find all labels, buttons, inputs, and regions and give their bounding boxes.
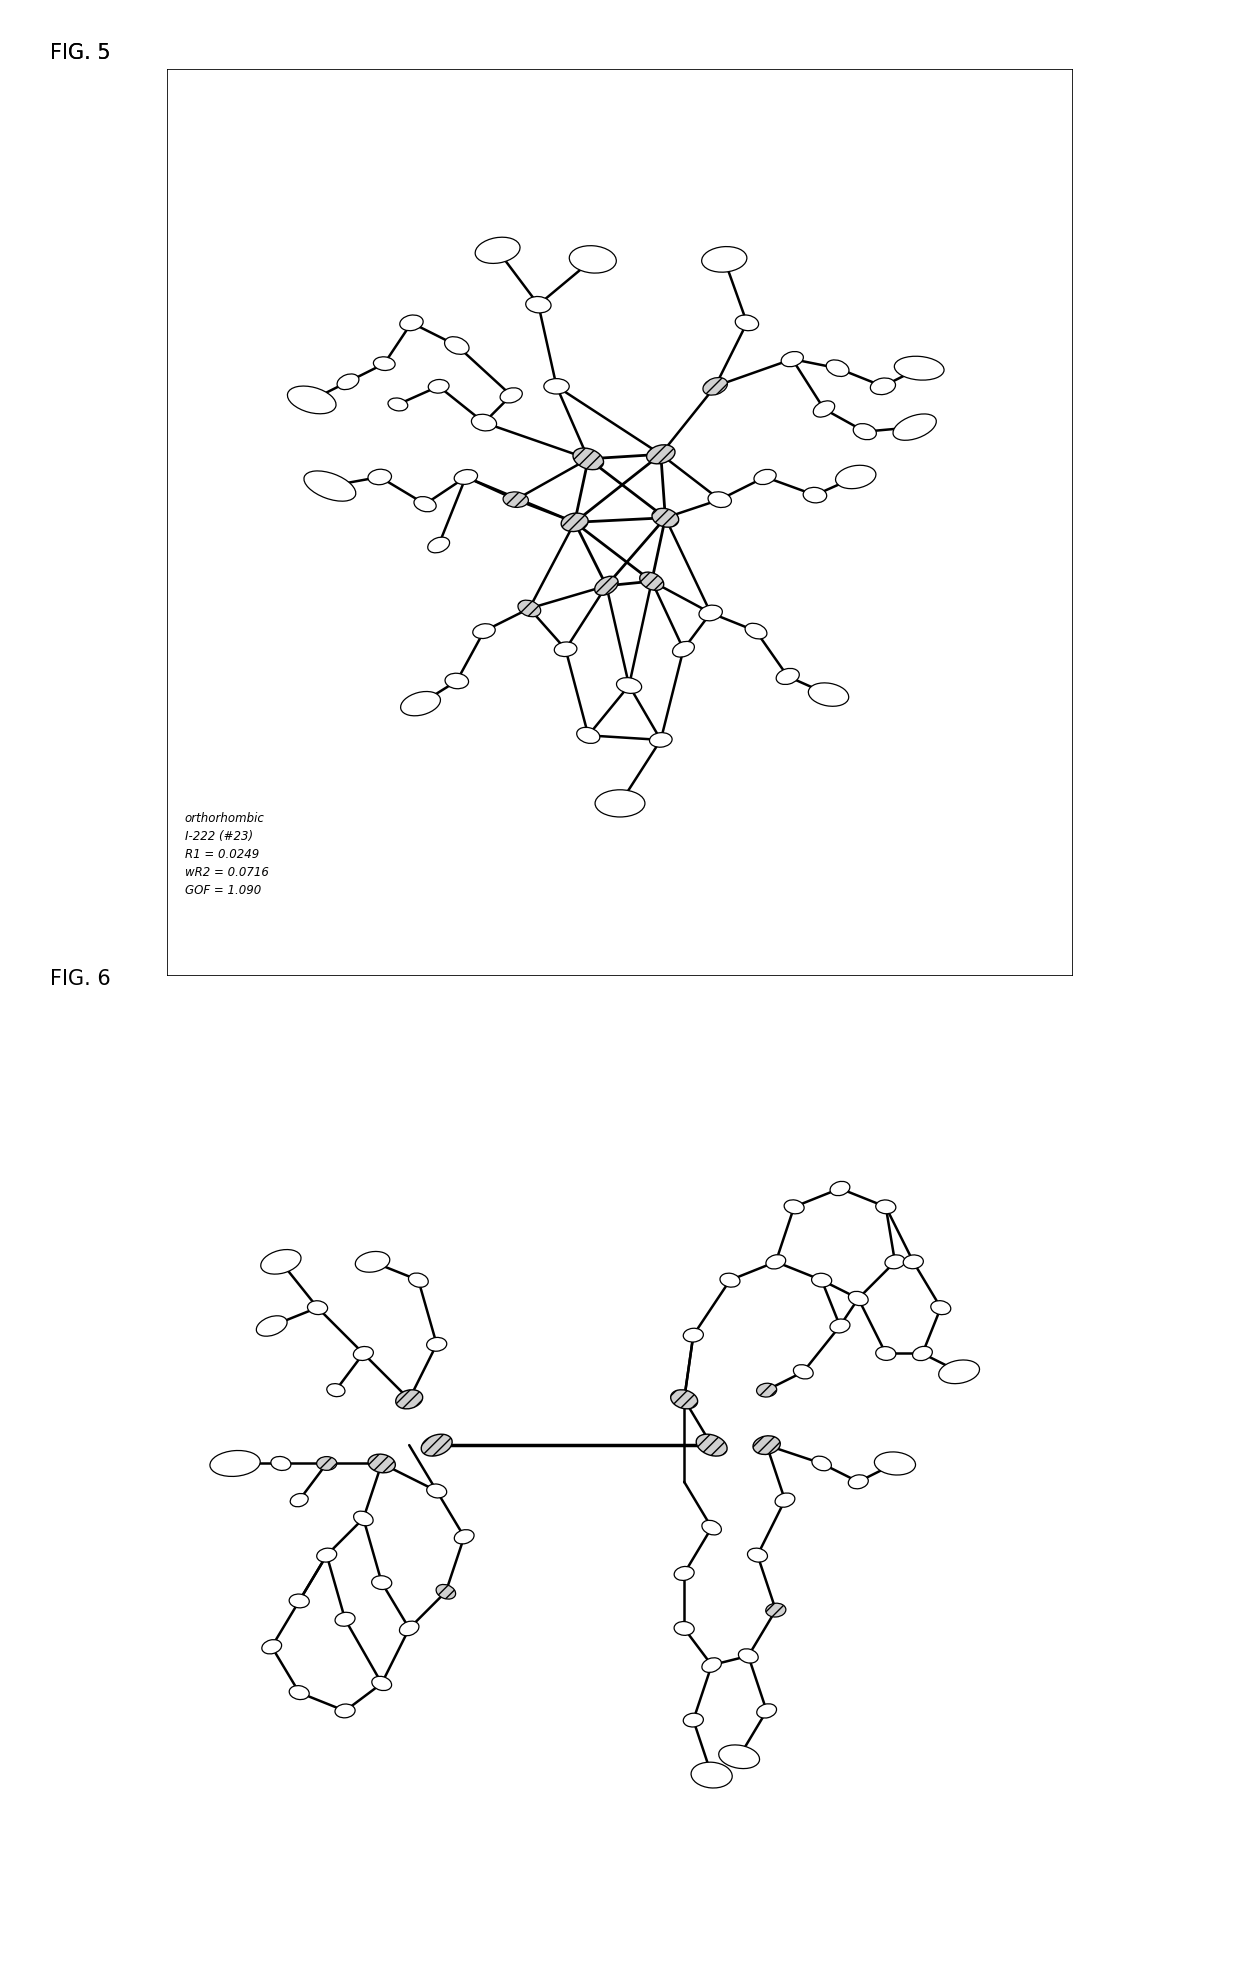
- Ellipse shape: [422, 1435, 453, 1457]
- Ellipse shape: [875, 1346, 895, 1360]
- Ellipse shape: [595, 576, 618, 595]
- Ellipse shape: [595, 790, 645, 816]
- Ellipse shape: [335, 1705, 355, 1719]
- Ellipse shape: [766, 1602, 786, 1616]
- Ellipse shape: [720, 1273, 740, 1287]
- Ellipse shape: [316, 1547, 337, 1563]
- Ellipse shape: [573, 447, 604, 469]
- Ellipse shape: [640, 572, 663, 591]
- Ellipse shape: [569, 246, 616, 274]
- Ellipse shape: [683, 1713, 703, 1727]
- Ellipse shape: [316, 1457, 337, 1470]
- Ellipse shape: [308, 1301, 327, 1315]
- Ellipse shape: [913, 1346, 932, 1360]
- Ellipse shape: [776, 668, 800, 684]
- Text: FIG. 5: FIG. 5: [50, 43, 110, 63]
- Ellipse shape: [428, 538, 450, 552]
- Ellipse shape: [368, 1455, 396, 1472]
- Ellipse shape: [784, 1200, 804, 1214]
- Ellipse shape: [454, 1529, 474, 1543]
- Ellipse shape: [931, 1301, 951, 1315]
- Ellipse shape: [257, 1317, 288, 1336]
- Ellipse shape: [652, 509, 678, 526]
- Ellipse shape: [445, 674, 469, 688]
- Ellipse shape: [401, 692, 440, 715]
- Ellipse shape: [702, 246, 746, 272]
- Ellipse shape: [775, 1492, 795, 1508]
- Ellipse shape: [396, 1390, 423, 1409]
- Ellipse shape: [399, 1620, 419, 1636]
- Ellipse shape: [562, 512, 588, 532]
- Ellipse shape: [699, 605, 723, 621]
- Ellipse shape: [748, 1547, 768, 1563]
- Ellipse shape: [812, 1457, 831, 1470]
- Ellipse shape: [399, 315, 423, 331]
- Ellipse shape: [414, 497, 436, 512]
- Ellipse shape: [885, 1256, 905, 1269]
- Ellipse shape: [388, 398, 408, 410]
- Ellipse shape: [304, 471, 356, 501]
- Ellipse shape: [753, 1435, 780, 1455]
- Ellipse shape: [702, 1658, 722, 1673]
- Ellipse shape: [289, 1685, 309, 1699]
- Ellipse shape: [756, 1703, 776, 1719]
- Ellipse shape: [683, 1328, 703, 1342]
- Ellipse shape: [335, 1612, 355, 1626]
- Ellipse shape: [616, 678, 641, 694]
- Ellipse shape: [696, 1435, 727, 1457]
- Ellipse shape: [260, 1250, 301, 1273]
- Ellipse shape: [270, 1457, 291, 1470]
- Ellipse shape: [408, 1273, 428, 1287]
- Ellipse shape: [675, 1567, 694, 1581]
- Ellipse shape: [475, 237, 520, 264]
- Ellipse shape: [327, 1384, 345, 1397]
- Ellipse shape: [836, 465, 875, 489]
- Ellipse shape: [672, 641, 694, 656]
- Ellipse shape: [353, 1346, 373, 1360]
- Ellipse shape: [427, 1338, 446, 1352]
- Ellipse shape: [262, 1640, 281, 1654]
- Ellipse shape: [808, 682, 848, 706]
- Ellipse shape: [813, 400, 835, 418]
- Ellipse shape: [554, 643, 577, 656]
- Ellipse shape: [372, 1675, 392, 1691]
- Ellipse shape: [544, 378, 569, 394]
- Ellipse shape: [830, 1319, 849, 1332]
- Ellipse shape: [356, 1252, 389, 1271]
- Ellipse shape: [874, 1453, 915, 1474]
- Ellipse shape: [445, 337, 469, 355]
- Ellipse shape: [691, 1762, 733, 1788]
- Ellipse shape: [577, 727, 600, 743]
- Ellipse shape: [875, 1200, 895, 1214]
- Text: FIG. 5: FIG. 5: [50, 43, 110, 63]
- Text: orthorhombic
I-222 (#23)
R1 = 0.0249
wR2 = 0.0716
GOF = 1.090: orthorhombic I-222 (#23) R1 = 0.0249 wR2…: [185, 812, 269, 897]
- Ellipse shape: [870, 378, 895, 394]
- Ellipse shape: [848, 1474, 868, 1488]
- Ellipse shape: [811, 1273, 832, 1287]
- Ellipse shape: [735, 315, 759, 331]
- Ellipse shape: [738, 1650, 758, 1664]
- Ellipse shape: [650, 733, 672, 747]
- Ellipse shape: [454, 469, 477, 485]
- Ellipse shape: [373, 357, 396, 371]
- Ellipse shape: [289, 1595, 309, 1608]
- Ellipse shape: [428, 380, 449, 392]
- Ellipse shape: [894, 357, 944, 380]
- Ellipse shape: [745, 623, 766, 639]
- Ellipse shape: [427, 1484, 446, 1498]
- Text: FIG. 6: FIG. 6: [50, 970, 110, 989]
- Ellipse shape: [903, 1256, 924, 1269]
- Ellipse shape: [210, 1451, 260, 1476]
- Ellipse shape: [830, 1181, 849, 1196]
- Ellipse shape: [781, 351, 804, 367]
- Ellipse shape: [471, 414, 496, 432]
- Ellipse shape: [372, 1575, 392, 1589]
- Ellipse shape: [703, 378, 728, 394]
- Ellipse shape: [754, 469, 776, 485]
- Ellipse shape: [702, 1520, 722, 1535]
- Ellipse shape: [646, 445, 675, 463]
- Ellipse shape: [766, 1256, 786, 1269]
- Ellipse shape: [708, 493, 732, 507]
- Ellipse shape: [756, 1384, 776, 1397]
- Ellipse shape: [518, 599, 541, 617]
